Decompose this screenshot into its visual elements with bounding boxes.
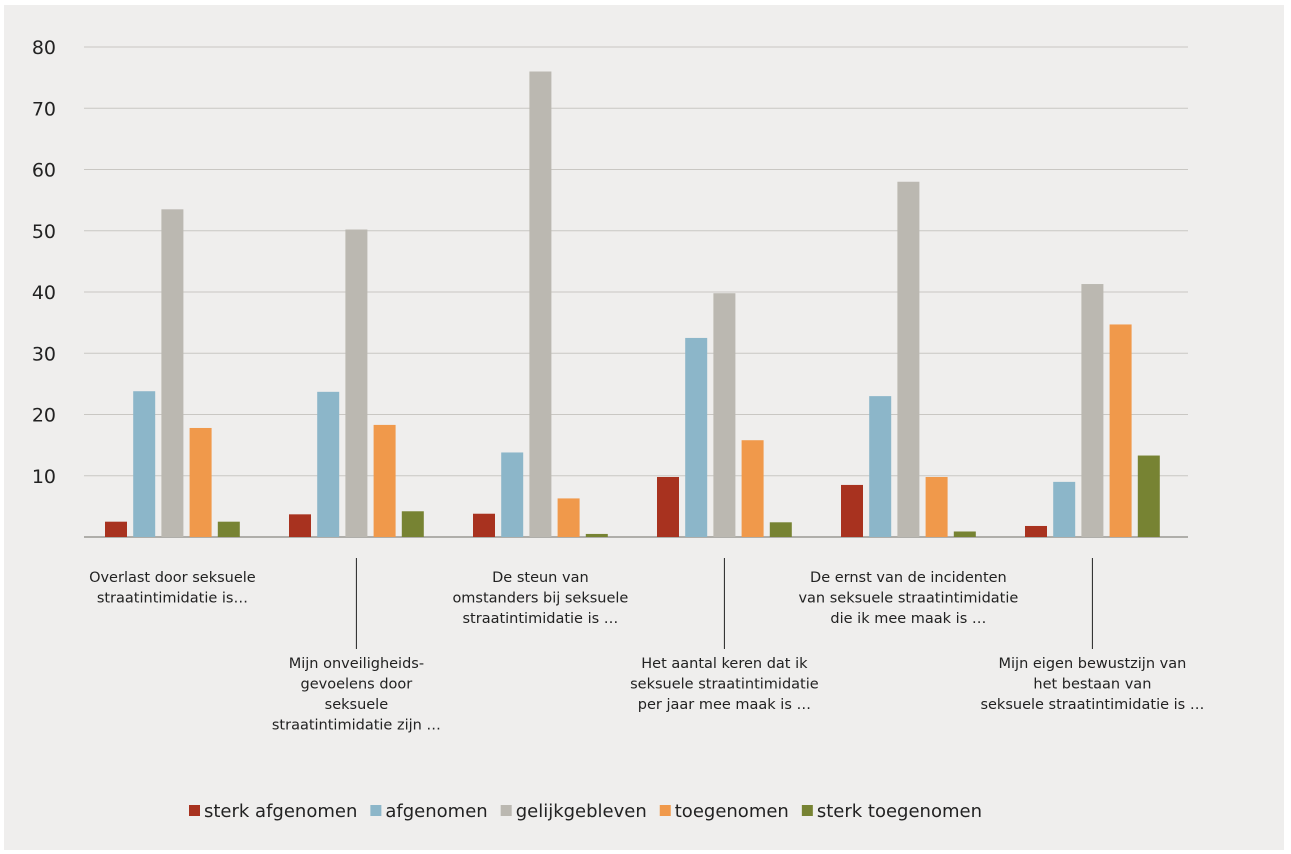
- legend-label: sterk afgenomen: [204, 801, 357, 822]
- category-label: Het aantal keren dat ik seksuele straatin…: [630, 656, 819, 713]
- legend-swatch: [801, 805, 813, 816]
- y-tick-label: 30: [32, 343, 56, 365]
- y-tick-label: 80: [32, 37, 56, 59]
- bar-toegenomen-2: [557, 498, 580, 537]
- bar-sterk-toegenomen-1: [401, 511, 424, 537]
- category-label-line: straatintimidatie zijn …: [272, 718, 441, 734]
- legend-label: sterk toegenomen: [817, 801, 982, 822]
- category-label-line: het bestaan van: [1033, 677, 1151, 693]
- y-axis-tick-labels: 10 20 30 40 50 60 70 80: [32, 37, 56, 488]
- bar-sterk-toegenomen-0: [217, 521, 240, 537]
- y-tick-label: 70: [32, 98, 56, 120]
- legend: sterk afgenomen afgenomen gelijkgebleven to…: [189, 801, 982, 822]
- legend-swatch: [659, 805, 671, 816]
- category-label-line: Overlast door seksuele: [89, 570, 256, 586]
- chart-panel: 10 20 30 40 50 60 70 80 Overlast door seksuele s…: [4, 5, 1284, 850]
- bar-sterk-toegenomen-4: [953, 531, 976, 537]
- category-label: De steun van omstanders bij seksuele straa…: [452, 570, 628, 627]
- bar-toegenomen-4: [925, 476, 948, 537]
- bar-sterk-toegenomen-3: [769, 522, 792, 537]
- category-label-line: gevoelens door: [301, 677, 413, 693]
- bar-afgenomen-4: [869, 396, 892, 537]
- bar-gelijkgebleven-2: [529, 71, 552, 537]
- bar-sterk-afgenomen-5: [1025, 525, 1047, 537]
- category-label-line: omstanders bij seksuele: [452, 591, 628, 607]
- y-tick-label: 50: [32, 221, 56, 243]
- bar-afgenomen-5: [1053, 481, 1076, 537]
- bar-gelijkgebleven-3: [713, 293, 736, 537]
- legend-swatch: [500, 805, 512, 816]
- legend-swatch: [189, 805, 200, 816]
- bar-toegenomen-1: [373, 424, 396, 537]
- bar-gelijkgebleven-5: [1081, 284, 1104, 537]
- bar-toegenomen-0: [189, 427, 212, 537]
- bar-sterk-afgenomen-0: [105, 521, 127, 537]
- bar-sterk-toegenomen-5: [1137, 455, 1160, 537]
- y-tick-label: 60: [32, 160, 56, 182]
- y-tick-label: 40: [32, 282, 56, 304]
- legend-label: gelijkgebleven: [516, 801, 647, 822]
- category-label-line: per jaar mee maak is …: [638, 697, 811, 713]
- category-label: Mijn eigen bewustzijn van het bestaan van…: [980, 656, 1204, 713]
- category-labels: Overlast door seksuele straatintimidatie …: [89, 558, 1204, 734]
- bar-sterk-afgenomen-3: [657, 476, 679, 537]
- bar-afgenomen-1: [317, 391, 340, 537]
- y-tick-label: 10: [32, 466, 56, 488]
- bar-gelijkgebleven-0: [161, 209, 184, 537]
- bar-gelijkgebleven-4: [897, 181, 920, 537]
- bar-toegenomen-3: [741, 440, 764, 537]
- category-label: Mijn onveiligheids-gevoelens door seksuel…: [272, 656, 441, 734]
- bar-afgenomen-0: [133, 391, 156, 537]
- bars: [105, 71, 1160, 537]
- category-label-line: Mijn eigen bewustzijn van: [999, 656, 1187, 672]
- category-label-line: van seksuele straatintimidatie: [798, 591, 1018, 607]
- legend-label: toegenomen: [675, 801, 789, 822]
- category-label-line: straatintimidatie is …: [463, 611, 619, 627]
- bar-sterk-toegenomen-2: [585, 533, 608, 537]
- legend-swatch: [370, 805, 382, 816]
- category-label-line: straatintimidatie is…: [97, 591, 248, 607]
- bar-sterk-afgenomen-2: [473, 513, 495, 537]
- category-label-line: De ernst van de incidenten: [810, 570, 1007, 586]
- bar-toegenomen-5: [1109, 324, 1132, 537]
- category-label-line: Mijn onveiligheids-: [289, 656, 424, 672]
- category-label-line: seksuele: [325, 697, 389, 713]
- bar-sterk-afgenomen-4: [841, 484, 863, 537]
- legend-label: afgenomen: [385, 801, 487, 822]
- gridlines: [84, 46, 1188, 538]
- category-label-line: De steun van: [492, 570, 589, 586]
- bar-afgenomen-3: [685, 337, 708, 537]
- bar-sterk-afgenomen-1: [289, 514, 311, 537]
- category-label: Overlast door seksuele straatintimidatie …: [89, 570, 256, 607]
- bar-gelijkgebleven-1: [345, 229, 368, 537]
- category-label-line: Het aantal keren dat ik: [641, 656, 808, 672]
- category-label-line: die ik mee maak is …: [830, 611, 986, 627]
- category-label: De ernst van de incidenten van seksuele s…: [798, 570, 1018, 627]
- category-label-line: seksuele straatintimidatie: [630, 677, 819, 693]
- y-tick-label: 20: [32, 405, 56, 427]
- category-label-line: seksuele straatintimidatie is …: [980, 697, 1204, 713]
- bar-chart: 10 20 30 40 50 60 70 80 Overlast door seksuele s…: [32, 37, 1205, 822]
- bar-afgenomen-2: [501, 452, 524, 537]
